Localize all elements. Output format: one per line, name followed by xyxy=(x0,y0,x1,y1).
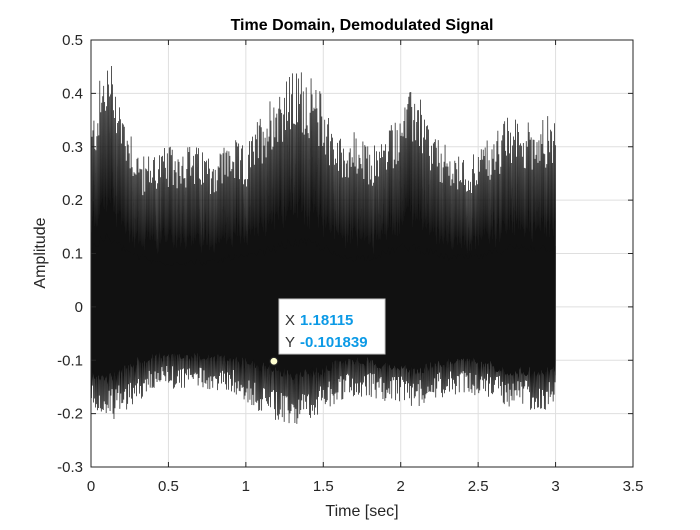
y-tick-label: 0.5 xyxy=(62,32,83,49)
datatip-box xyxy=(278,298,386,355)
y-tick-label: 0.3 xyxy=(62,139,83,156)
tick-label-layer: 0 0.5 1 1.5 2 2.5 3 3.5 -0.3 -0.2 -0.1 0 0.1 0.2 0.3 0.… xyxy=(57,32,643,495)
datatip-marker[interactable] xyxy=(269,356,279,366)
x-tick-label: 0.5 xyxy=(158,478,179,495)
y-tick-label: 0.4 xyxy=(62,85,83,102)
datatip-x-value: 1.18115 xyxy=(300,312,353,329)
x-tick-label: 0 xyxy=(87,478,95,495)
x-tick-label: 1.5 xyxy=(313,478,334,495)
datatip-y-key: Y xyxy=(285,334,295,351)
x-tick-label: 3.5 xyxy=(623,478,644,495)
y-axis-label: Amplitude xyxy=(32,217,49,288)
tick-layer xyxy=(90,39,634,468)
y-tick-label: 0 xyxy=(75,299,83,316)
chart-title: Time Domain, Demodulated Signal xyxy=(231,17,494,34)
datatip-y-value: -0.101839 xyxy=(300,334,368,351)
y-tick-label: -0.3 xyxy=(57,459,83,476)
x-axis-label: Time [sec] xyxy=(325,503,398,520)
x-tick-label: 1 xyxy=(242,478,250,495)
x-tick-label: 2.5 xyxy=(468,478,489,495)
datatip-x-key: X xyxy=(285,312,295,329)
y-tick-label: -0.1 xyxy=(57,352,83,369)
x-tick-label: 3 xyxy=(551,478,559,495)
y-tick-label: -0.2 xyxy=(57,406,83,423)
datatip[interactable]: X 1.18115 Y -0.101839 xyxy=(269,298,386,366)
y-tick-label: 0.1 xyxy=(62,246,83,263)
x-tick-label: 2 xyxy=(397,478,405,495)
y-tick-label: 0.2 xyxy=(62,192,83,209)
